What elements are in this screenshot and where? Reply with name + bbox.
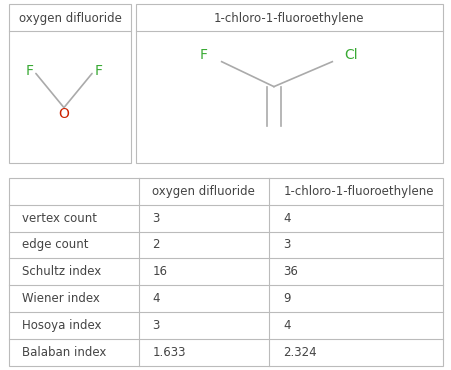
Text: 4: 4 [283, 212, 290, 225]
Text: 1-chloro-1-fluoroethylene: 1-chloro-1-fluoroethylene [283, 185, 433, 198]
Text: Balaban index: Balaban index [22, 346, 106, 359]
Text: 1-chloro-1-fluoroethylene: 1-chloro-1-fluoroethylene [214, 13, 364, 26]
Text: 4: 4 [283, 319, 290, 332]
Text: Cl: Cl [343, 48, 357, 62]
Text: 2.324: 2.324 [283, 346, 316, 359]
Text: vertex count: vertex count [22, 212, 97, 225]
Text: F: F [26, 64, 34, 78]
Text: 3: 3 [283, 239, 290, 252]
Text: Hosoya index: Hosoya index [22, 319, 101, 332]
Text: 16: 16 [152, 265, 167, 279]
Text: edge count: edge count [22, 239, 88, 252]
Text: oxygen difluoride: oxygen difluoride [18, 13, 121, 26]
Text: oxygen difluoride: oxygen difluoride [152, 185, 254, 198]
Text: 3: 3 [152, 212, 159, 225]
Text: 3: 3 [152, 319, 159, 332]
Text: Wiener index: Wiener index [22, 292, 100, 305]
Text: F: F [94, 64, 102, 78]
Text: Schultz index: Schultz index [22, 265, 101, 279]
Text: 4: 4 [152, 292, 159, 305]
Text: 2: 2 [152, 239, 159, 252]
Text: 9: 9 [283, 292, 290, 305]
Text: O: O [58, 107, 69, 121]
Text: F: F [199, 48, 207, 62]
Text: 1.633: 1.633 [152, 346, 185, 359]
Text: 36: 36 [283, 265, 298, 279]
